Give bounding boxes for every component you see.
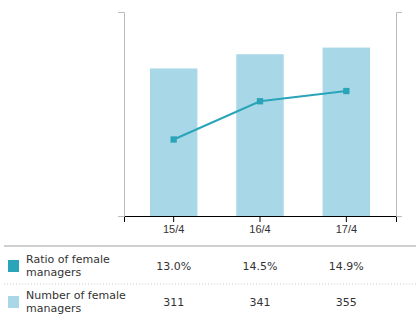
legend: Ratio of femalemanagers 13.0% 14.5% 14.9% Nu… <box>4 246 416 315</box>
bar <box>236 54 283 216</box>
separator <box>4 284 416 285</box>
bar <box>150 68 197 216</box>
bar <box>323 48 370 216</box>
legend-value: 311 <box>163 296 184 309</box>
y2-axis <box>397 13 403 217</box>
separator <box>4 246 416 247</box>
axis-line <box>397 13 403 217</box>
tick-label: 16/4 <box>249 223 270 235</box>
markers <box>170 88 349 143</box>
tick: 17/4 <box>336 216 357 235</box>
axis-line <box>125 217 397 223</box>
legend-value: 13.0% <box>156 260 191 273</box>
legend-swatch <box>8 260 19 272</box>
tick-mark <box>260 216 261 222</box>
legend-swatch <box>8 296 19 308</box>
legend-value: 355 <box>336 296 357 309</box>
x-axis: 15/4 16/4 17/4 <box>125 216 397 235</box>
tick: 16/4 <box>249 216 270 235</box>
tick-mark <box>346 216 347 222</box>
legend-label: Ratio of femalemanagers <box>26 253 110 279</box>
legend-value: 14.5% <box>243 260 278 273</box>
legend-value: 14.9% <box>329 260 364 273</box>
axis-line <box>118 13 125 217</box>
bar-series <box>150 48 370 216</box>
marks <box>150 48 370 216</box>
plot: 15/4 16/4 17/4 <box>118 13 402 235</box>
y-axis <box>118 13 125 217</box>
legend-value: 341 <box>250 296 271 309</box>
chart: 15/4 16/4 17/4 Ratio of femalemanagers 13.0%… <box>0 0 420 326</box>
tick-label: 17/4 <box>336 223 357 235</box>
legend-label: Number of femalemanagers <box>26 289 126 315</box>
tick-mark <box>173 216 174 222</box>
tick: 15/4 <box>163 216 184 235</box>
marker <box>257 98 263 104</box>
marker <box>170 136 176 142</box>
tick-label: 15/4 <box>163 223 184 235</box>
line <box>174 91 347 139</box>
marker <box>343 88 349 94</box>
